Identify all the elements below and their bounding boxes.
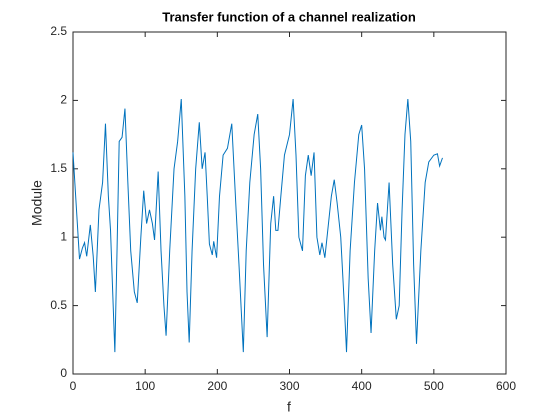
axes-box [72, 31, 507, 375]
y-tick-label: 0 [60, 366, 67, 380]
x-tick-label: 0 [70, 379, 77, 393]
y-tick-label: 1 [60, 229, 67, 243]
y-tick-label: 0.5 [50, 298, 67, 312]
x-tick-label: 500 [424, 379, 444, 393]
x-tick-label: 400 [352, 379, 372, 393]
data-line [72, 98, 443, 353]
x-axis-label: f [287, 399, 291, 415]
chart-title: Transfer function of a channel realizati… [162, 9, 416, 24]
y-tick-label: 2.5 [50, 24, 67, 38]
x-tick-label: 300 [279, 379, 299, 393]
x-tick-label: 200 [207, 379, 227, 393]
x-tick-label: 100 [135, 379, 155, 393]
y-tick-label: 1.5 [50, 161, 67, 175]
x-tick-label: 600 [496, 379, 516, 393]
y-axis-label: Module [29, 180, 45, 226]
y-tick-label: 2 [60, 93, 67, 107]
